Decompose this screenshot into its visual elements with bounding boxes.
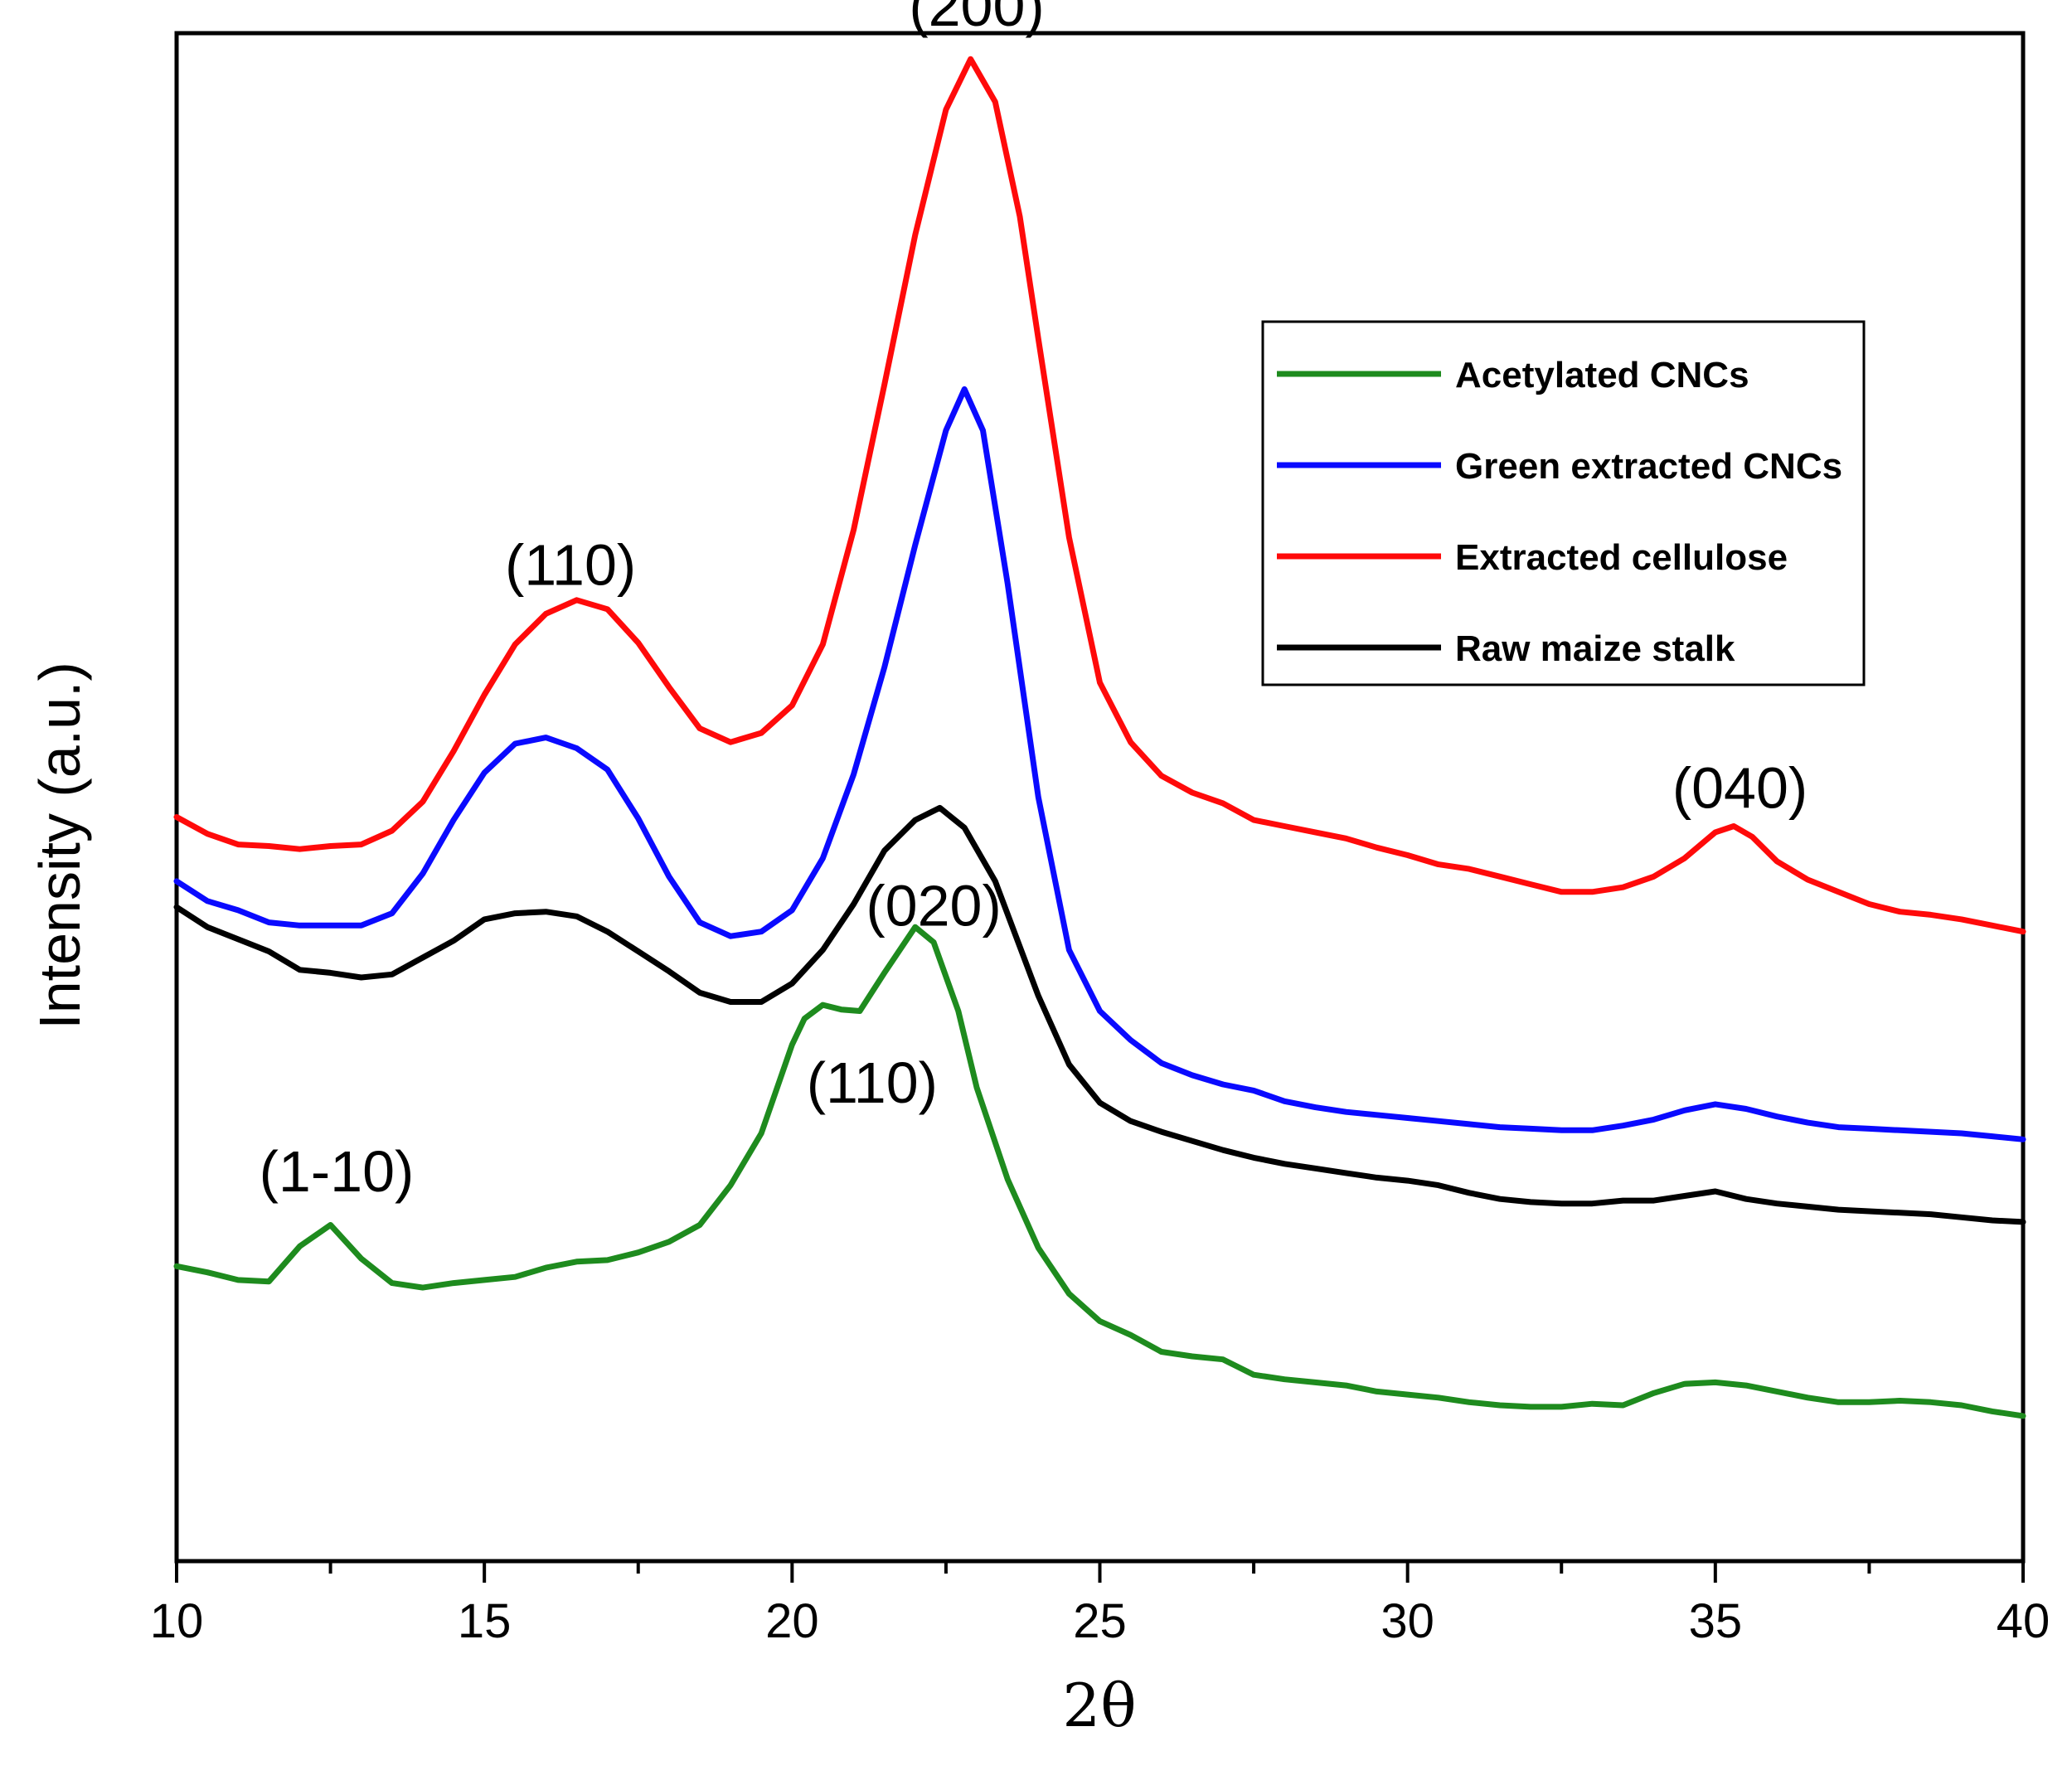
series-line-raw-maize-stalk — [173, 804, 2026, 1225]
series-line-extracted-cellulose — [173, 56, 2026, 935]
peak-annotation: (110) — [505, 532, 636, 597]
legend-box — [1261, 320, 1866, 686]
x-tick-label: 20 — [765, 1594, 819, 1648]
legend-label: Raw maize stalk — [1455, 628, 1735, 669]
x-tick-label: 10 — [150, 1594, 204, 1648]
x-tick-label: 30 — [1381, 1594, 1434, 1648]
peak-annotation: (020) — [866, 873, 1001, 938]
series-line-acetylated-cncs — [173, 924, 2026, 1419]
x-tick-label: 40 — [1997, 1594, 2050, 1648]
x-ticks: 10 15 20 25 30 35 40 — [150, 1561, 2050, 1648]
plot-area: 10 15 20 25 30 35 40 (200) (110) (040) (020) (110)… — [150, 0, 2050, 1648]
legend-label: Green extracted CNCs — [1455, 446, 1842, 487]
peak-annotation: (1-10) — [260, 1139, 415, 1204]
peak-annotation: (110) — [807, 1050, 938, 1115]
peak-annotation: (040) — [1672, 755, 1808, 820]
x-tick-label: 35 — [1689, 1594, 1743, 1648]
x-tick-label: 15 — [458, 1594, 512, 1648]
series-line-green-extracted-cncs — [173, 386, 2026, 1142]
series-layer — [173, 56, 2026, 1419]
legend: Acetylated CNCs Green extracted CNCs Extra… — [1261, 320, 1866, 686]
peak-annotation: (200) — [909, 0, 1044, 38]
legend-label: Extracted cellulose — [1455, 537, 1788, 578]
x-axis-title: 2θ — [1062, 1671, 1136, 1740]
x-tick-label: 25 — [1073, 1594, 1127, 1648]
y-axis-title: Intensity (a.u.) — [27, 662, 92, 1030]
peak-annotations: (200) (110) (040) (020) (110) (1-10) — [260, 0, 1808, 1204]
legend-label: Acetylated CNCs — [1455, 355, 1749, 395]
